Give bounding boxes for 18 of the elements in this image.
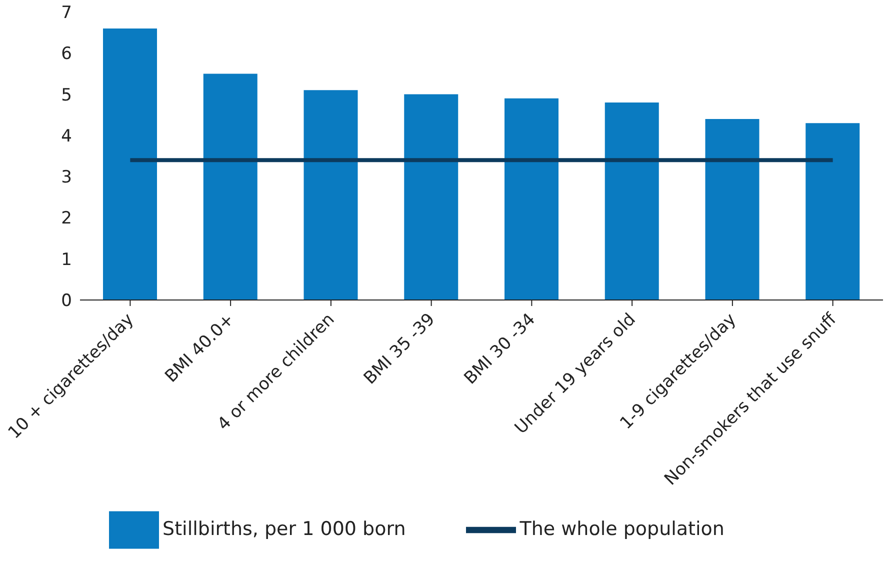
bar [103, 28, 157, 300]
bar [806, 123, 860, 300]
bar [504, 98, 558, 300]
y-tick-label: 6 [61, 44, 72, 64]
bar [404, 94, 458, 300]
y-tick-label: 7 [61, 3, 72, 24]
y-tick-label: 0 [61, 291, 72, 312]
legend-label: The whole population [520, 518, 724, 540]
y-tick-label: 3 [61, 168, 72, 188]
bar [705, 118, 760, 300]
y-tick-label: 5 [61, 85, 72, 106]
bar [203, 74, 258, 300]
bar [604, 102, 659, 300]
y-tick-label: 2 [61, 208, 72, 229]
legend-label: Stillbirths, per 1 000 born [162, 518, 406, 540]
y-tick-label: 4 [61, 126, 72, 146]
y-tick-label: 1 [61, 250, 72, 270]
bar [304, 90, 358, 300]
